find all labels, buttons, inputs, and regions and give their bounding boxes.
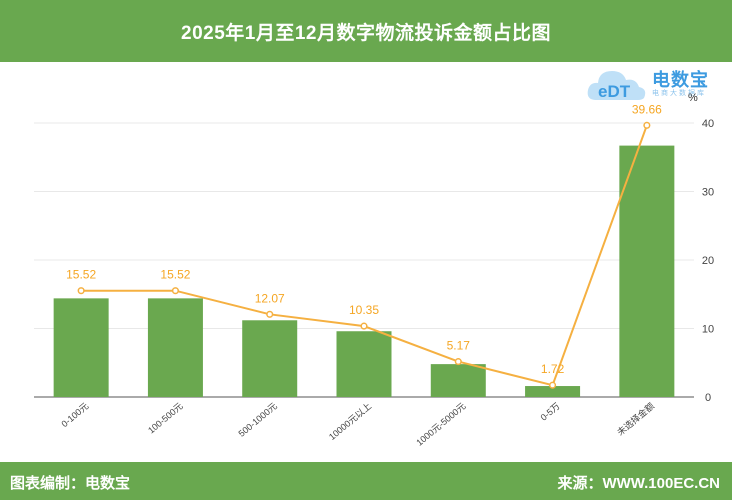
x-tick-label: 500-1000元 bbox=[237, 401, 279, 439]
bar bbox=[147, 298, 203, 397]
x-tick-label: 100-500元 bbox=[146, 401, 185, 436]
data-label: 10.35 bbox=[349, 303, 379, 317]
x-tick-label: 10000元以上 bbox=[327, 401, 373, 442]
bar bbox=[53, 298, 109, 397]
y-tick-label: 30 bbox=[702, 187, 714, 199]
bar bbox=[619, 145, 675, 397]
data-label: 1.72 bbox=[541, 362, 565, 376]
data-label: 15.52 bbox=[66, 268, 96, 282]
logo-subtitle: 电商大数据库 bbox=[652, 90, 706, 97]
line-point bbox=[77, 287, 85, 295]
chart-header: 2025年1月至12月数字物流投诉金额占比图 bbox=[0, 0, 732, 62]
y-tick-label: 20 bbox=[702, 255, 714, 267]
bar bbox=[336, 331, 392, 397]
line-point bbox=[266, 310, 274, 318]
logo-mark-text: eDT bbox=[598, 82, 631, 101]
data-label: 12.07 bbox=[255, 291, 285, 305]
y-tick-label: 10 bbox=[702, 324, 714, 336]
data-label: 5.17 bbox=[447, 339, 471, 353]
y-axis-unit: % bbox=[688, 92, 698, 104]
bar-line-chart: 0 10 20 30 40 0-100元 100-500元 500-1000元 10000元以上… bbox=[34, 102, 714, 448]
y-tick-label: 40 bbox=[702, 118, 714, 130]
x-tick-label: 0-100元 bbox=[59, 401, 90, 429]
x-tick-label: 未选择金额 bbox=[615, 400, 657, 437]
line-point bbox=[454, 358, 462, 366]
line-point bbox=[360, 322, 368, 330]
line-point bbox=[171, 287, 179, 295]
bar bbox=[525, 386, 581, 397]
x-tick-label: 1000元-5000元 bbox=[414, 401, 467, 448]
line-point bbox=[549, 381, 557, 389]
bar bbox=[430, 364, 486, 397]
chart-title: 2025年1月至12月数字物流投诉金额占比图 bbox=[181, 22, 551, 44]
logo-name: 电数宝 bbox=[652, 70, 709, 90]
cloud-logo-icon: eDT bbox=[587, 71, 646, 101]
bar bbox=[242, 320, 298, 397]
x-tick-label: 0-5万 bbox=[539, 401, 562, 423]
y-tick-label: 0 bbox=[705, 392, 711, 404]
brand-logo: eDT 电数宝 电商大数据库 bbox=[586, 62, 732, 106]
chart-footer: 图表编制：电数宝 来源：WWW.100EC.CN bbox=[0, 462, 732, 500]
data-label: 15.52 bbox=[160, 268, 190, 282]
footer-compiler: 图表编制：电数宝 bbox=[10, 475, 131, 492]
data-label: 39.66 bbox=[632, 102, 662, 116]
line-point bbox=[643, 121, 651, 129]
footer-source: 来源：WWW.100EC.CN bbox=[557, 475, 720, 492]
